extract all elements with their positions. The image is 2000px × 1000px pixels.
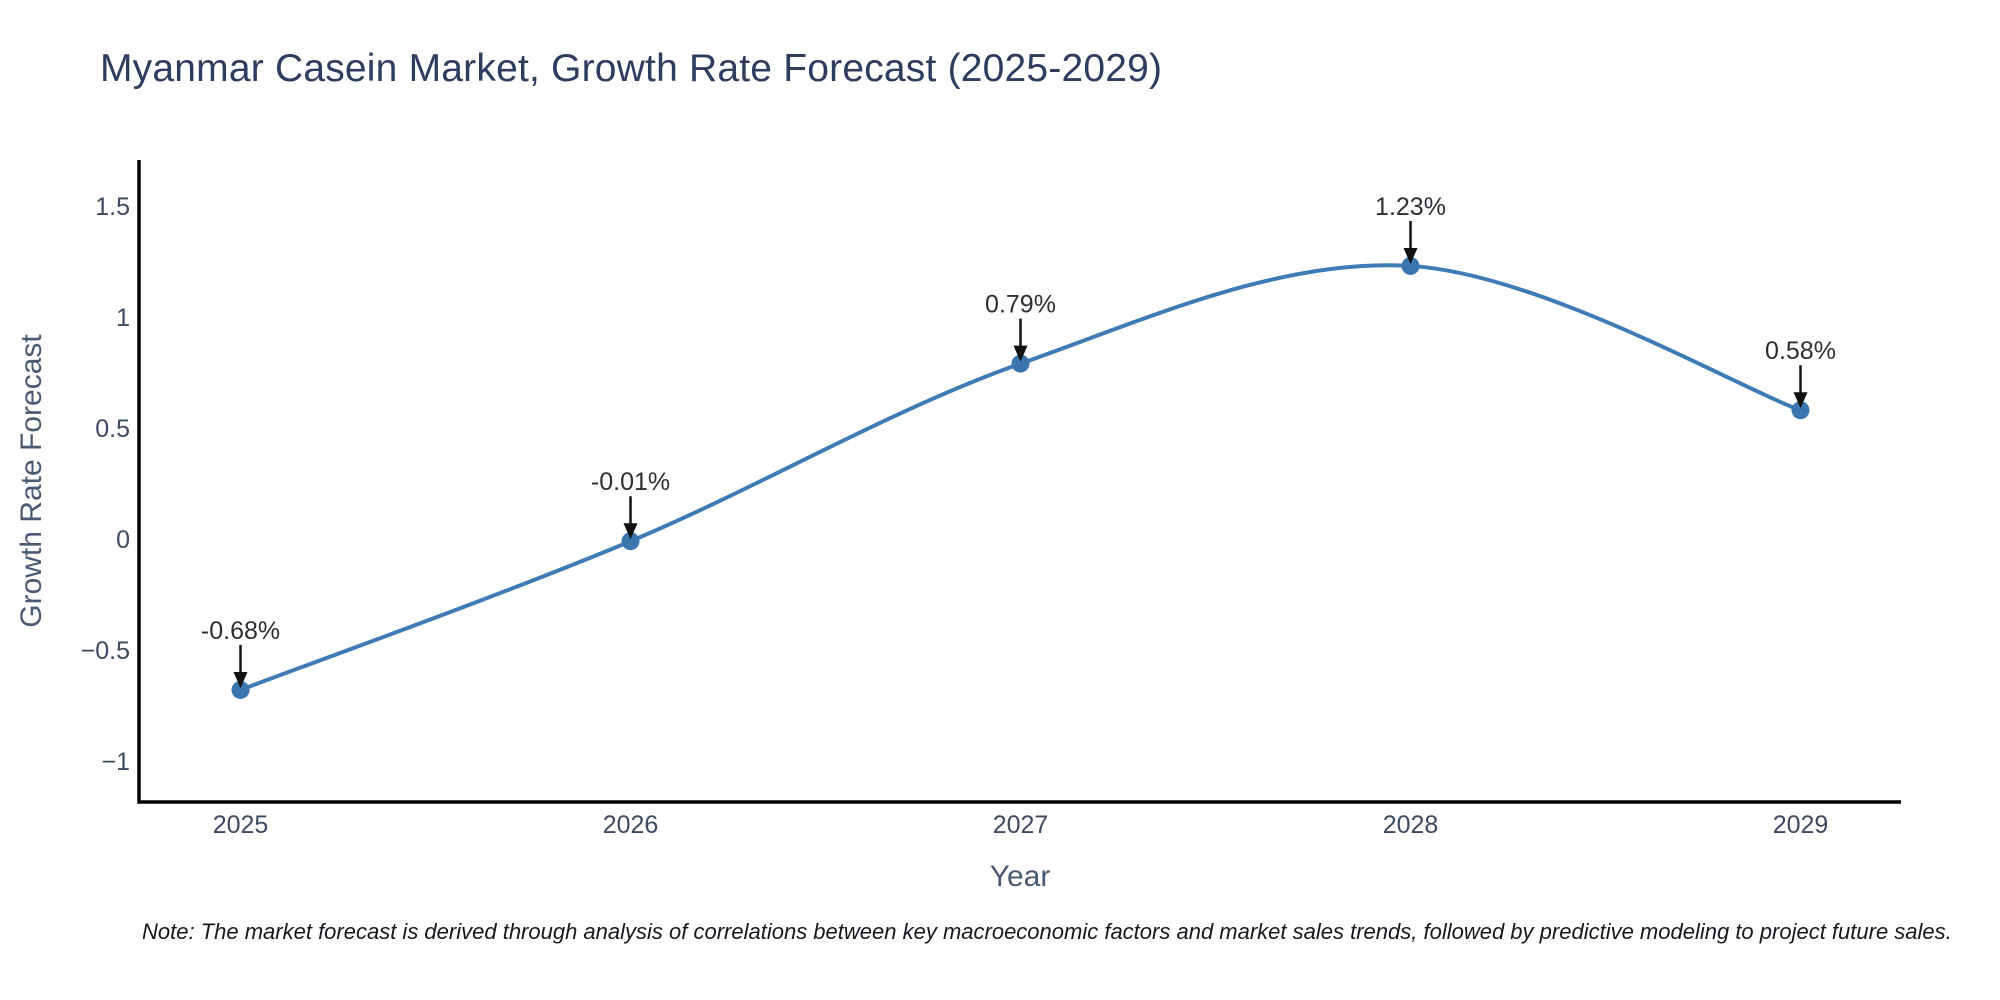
x-tick-label: 2029 bbox=[1773, 811, 1829, 839]
annotation-arrow-head bbox=[1403, 247, 1418, 264]
y-tick-label: 1 bbox=[116, 304, 130, 332]
chart-title: Myanmar Casein Market, Growth Rate Forec… bbox=[100, 47, 1163, 90]
x-tick-label: 2025 bbox=[213, 811, 269, 839]
y-tick-label: 1.5 bbox=[95, 193, 130, 221]
x-tick-label: 2026 bbox=[603, 811, 659, 839]
data-point-marker[interactable] bbox=[621, 532, 640, 551]
data-label: -0.01% bbox=[591, 468, 670, 496]
annotation-arrow-head bbox=[233, 671, 248, 688]
data-label: -0.68% bbox=[201, 617, 280, 645]
y-tick-label: 0 bbox=[116, 526, 130, 554]
data-point-marker[interactable] bbox=[1011, 354, 1030, 373]
data-label: 0.58% bbox=[1765, 337, 1836, 365]
annotation-arrow-head bbox=[623, 523, 638, 540]
axis-lines bbox=[137, 160, 1901, 804]
data-label: 1.23% bbox=[1375, 193, 1446, 221]
data-point-marker[interactable] bbox=[231, 680, 250, 699]
annotation-arrow-head bbox=[1013, 345, 1028, 362]
x-tick-label: 2027 bbox=[993, 811, 1049, 839]
data-point-marker[interactable] bbox=[1791, 401, 1810, 420]
x-tick-label: 2028 bbox=[1383, 811, 1439, 839]
y-tick-label: 0.5 bbox=[95, 415, 130, 443]
y-tick-label: −0.5 bbox=[81, 637, 130, 665]
data-point-marker[interactable] bbox=[1401, 256, 1420, 275]
annotation-arrow-head bbox=[1793, 392, 1808, 409]
y-tick-label: −1 bbox=[101, 748, 130, 776]
data-label: 0.79% bbox=[985, 291, 1056, 319]
footnote: Note: The market forecast is derived thr… bbox=[142, 919, 1952, 944]
x-axis-title: Year bbox=[989, 860, 1051, 893]
